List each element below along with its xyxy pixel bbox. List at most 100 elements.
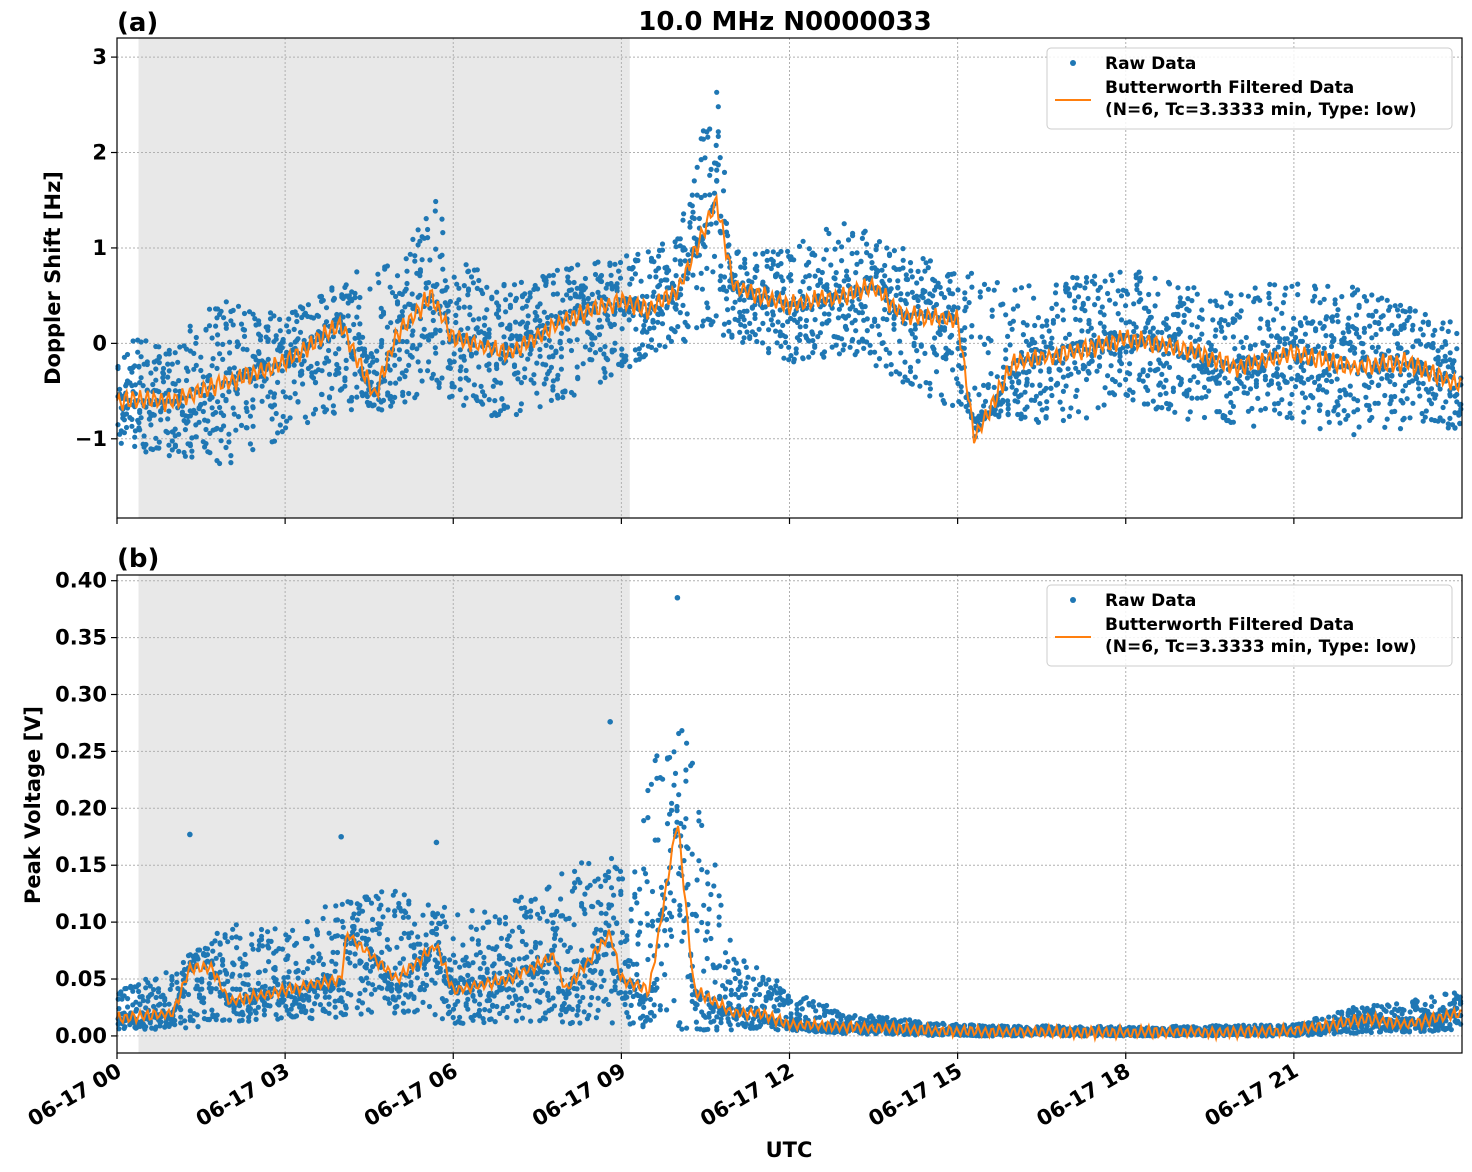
raw-data-point <box>1175 285 1181 291</box>
raw-data-point <box>499 396 505 402</box>
raw-data-point <box>379 985 385 991</box>
raw-data-point <box>1212 348 1218 354</box>
raw-data-point <box>1355 287 1361 293</box>
raw-data-point <box>900 379 906 385</box>
raw-data-point <box>1163 390 1169 396</box>
raw-data-point <box>559 871 565 877</box>
raw-data-point <box>907 364 914 370</box>
raw-data-point <box>1339 294 1345 300</box>
raw-data-point <box>195 956 201 962</box>
raw-data-point <box>137 380 143 386</box>
raw-data-point <box>323 305 330 311</box>
raw-data-point <box>752 274 758 280</box>
raw-data-point <box>1136 269 1142 275</box>
raw-data-point <box>1451 369 1457 375</box>
raw-data-point <box>250 946 256 952</box>
raw-data-point <box>330 949 336 956</box>
raw-data-point <box>1072 305 1078 311</box>
raw-data-point <box>1118 293 1125 299</box>
raw-data-point <box>388 320 394 326</box>
raw-data-point <box>150 446 156 453</box>
raw-data-point <box>1196 336 1203 342</box>
raw-data-point <box>829 305 835 311</box>
raw-data-point <box>198 367 204 374</box>
raw-data-point <box>1272 407 1278 413</box>
raw-data-point <box>1177 295 1183 301</box>
raw-data-point <box>1406 372 1412 378</box>
raw-data-point <box>1068 405 1074 411</box>
raw-data-point <box>653 347 659 353</box>
raw-data-point <box>349 298 355 304</box>
raw-data-point <box>1416 380 1422 386</box>
raw-data-point <box>879 267 885 273</box>
raw-data-point <box>143 449 149 455</box>
raw-data-point <box>439 216 445 222</box>
raw-data-point <box>212 938 218 944</box>
raw-data-point <box>476 277 482 284</box>
raw-data-point <box>1440 320 1446 326</box>
raw-data-point <box>1137 372 1143 378</box>
raw-data-point <box>1096 354 1103 360</box>
raw-data-point <box>1049 305 1055 311</box>
raw-data-point <box>465 377 472 383</box>
raw-data-point <box>1206 388 1212 394</box>
raw-data-point <box>378 902 384 908</box>
raw-data-point <box>1445 328 1451 334</box>
raw-data-point <box>412 258 418 264</box>
raw-data-point <box>1409 327 1415 333</box>
raw-data-point <box>713 313 719 319</box>
raw-data-point <box>518 401 525 407</box>
raw-data-point <box>472 998 478 1004</box>
raw-data-point <box>245 982 251 988</box>
raw-data-point <box>374 348 380 354</box>
raw-data-point <box>213 955 219 961</box>
raw-data-point <box>1367 373 1373 379</box>
raw-data-point <box>991 287 997 293</box>
raw-data-point <box>470 280 476 286</box>
raw-data-point <box>567 967 574 973</box>
raw-data-point <box>314 929 320 935</box>
raw-data-point <box>1124 291 1131 297</box>
raw-data-point <box>244 347 250 353</box>
raw-data-point <box>1026 368 1032 375</box>
raw-data-point <box>1425 389 1431 395</box>
raw-data-point <box>227 370 233 376</box>
raw-data-point <box>597 379 604 385</box>
raw-data-point <box>581 297 587 303</box>
raw-data-point <box>196 992 203 998</box>
raw-data-point <box>796 337 803 343</box>
raw-data-point <box>409 354 415 360</box>
panel-b: 0.000.050.100.150.200.250.300.350.4006-1… <box>24 569 1464 1131</box>
raw-data-point <box>411 995 417 1002</box>
raw-data-point <box>1410 344 1416 350</box>
raw-data-point <box>675 324 681 330</box>
raw-data-point <box>470 1017 476 1023</box>
raw-data-point <box>528 914 534 920</box>
raw-data-point <box>139 993 145 1000</box>
y-tick-label: 3 <box>92 45 107 69</box>
raw-data-point <box>430 371 436 377</box>
raw-data-point <box>209 394 215 400</box>
raw-data-point <box>220 962 226 968</box>
raw-data-point <box>342 383 348 389</box>
raw-data-point <box>1265 391 1271 397</box>
raw-data-point <box>471 382 477 388</box>
raw-data-point <box>1127 361 1133 367</box>
raw-data-point <box>189 454 195 460</box>
raw-data-point <box>1268 333 1274 339</box>
raw-data-point <box>764 248 770 255</box>
raw-data-point <box>1022 414 1028 420</box>
raw-data-point <box>920 295 926 301</box>
raw-data-point <box>312 406 319 412</box>
raw-data-point <box>183 346 190 352</box>
raw-data-point <box>1283 285 1289 291</box>
raw-data-point <box>153 377 159 383</box>
raw-data-point <box>839 244 845 250</box>
raw-data-point <box>187 323 193 329</box>
raw-data-point <box>1287 401 1293 407</box>
raw-data-point <box>193 362 199 368</box>
raw-data-point <box>359 1000 366 1006</box>
raw-data-point <box>558 330 565 336</box>
raw-data-point <box>950 291 956 297</box>
